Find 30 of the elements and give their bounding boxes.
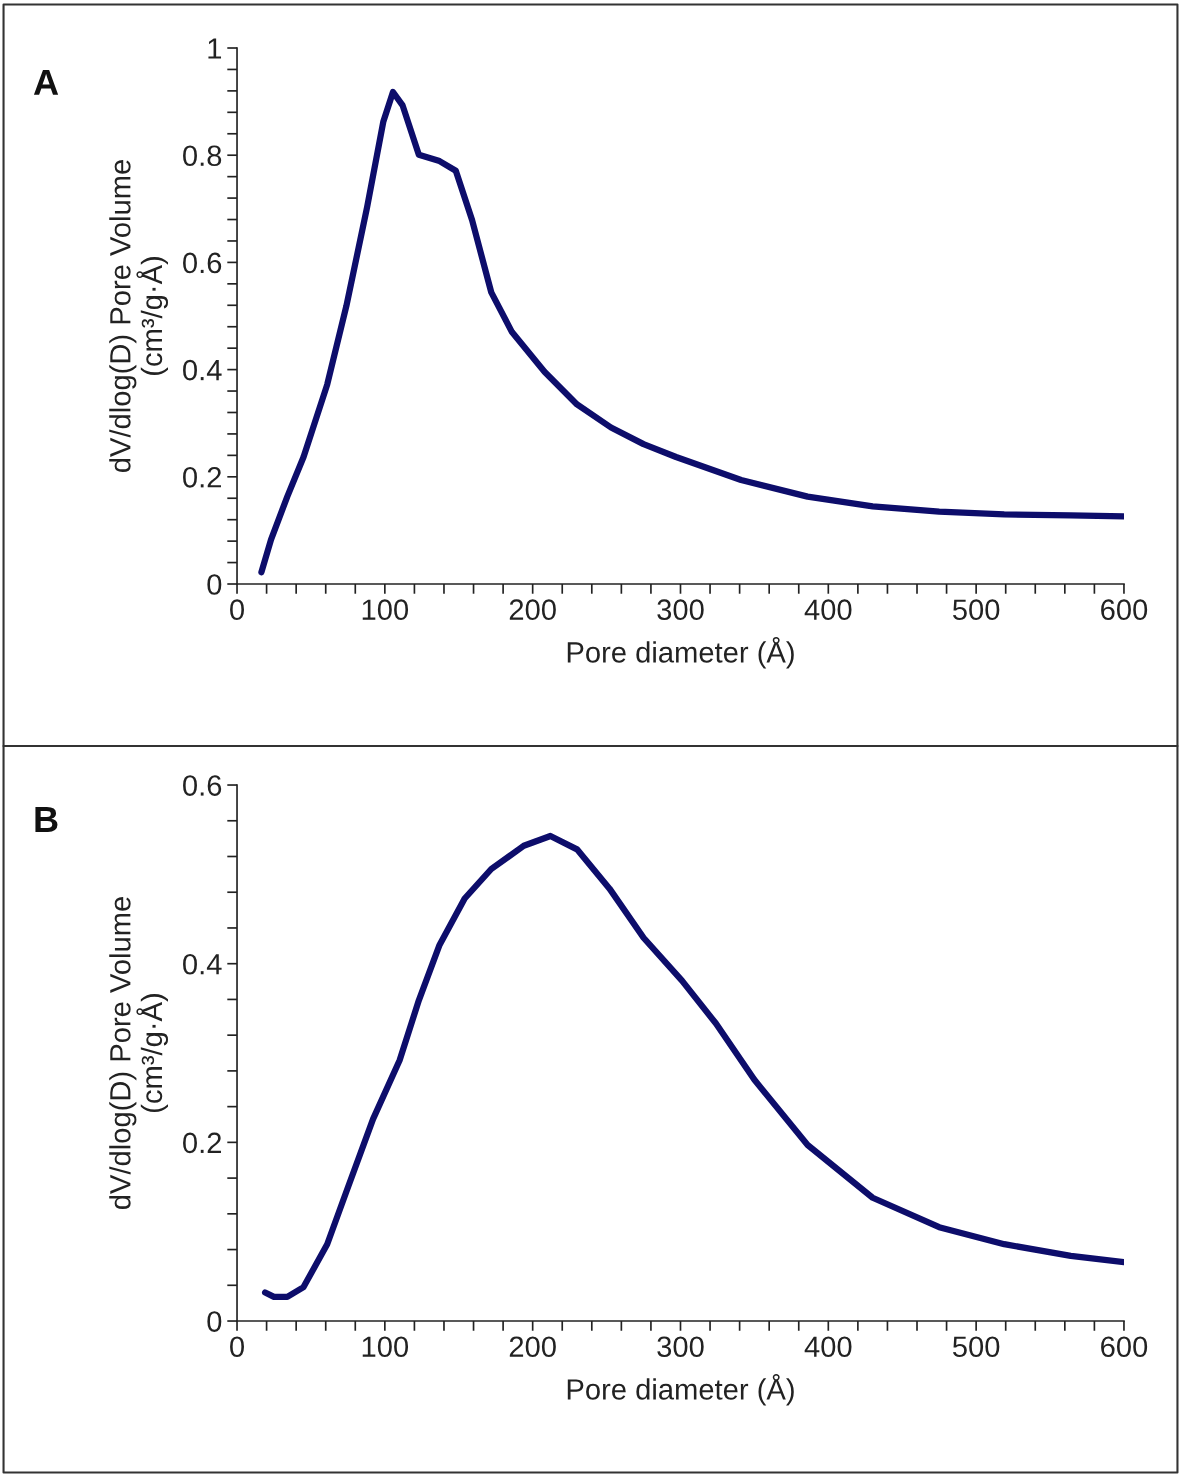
y-tick-label: 0.2	[183, 1132, 221, 1154]
x-tick-label: 500	[952, 599, 1000, 621]
y-axis-title: dV/dlog(D) Pore Volume (cm³/g·Å)	[109, 160, 169, 473]
y-tick-label: 0.6	[183, 252, 222, 274]
x-tick-label: 600	[1101, 599, 1148, 621]
x-tick-label: 600	[1101, 1336, 1148, 1358]
x-tick-label: 500	[952, 1336, 1000, 1358]
x-tick-label: 0	[230, 1336, 244, 1358]
y-tick-label: 1	[208, 38, 222, 59]
x-tick-label: 300	[657, 599, 704, 621]
y-axis-title: dV/dlog(D) Pore Volume (cm³/g·Å)	[109, 897, 169, 1210]
x-tick-label: 0	[230, 599, 244, 621]
x-tick-label: 400	[804, 599, 852, 621]
x-axis-title: Pore diameter (Å)	[567, 1373, 794, 1406]
y-tick-label: 0.6	[183, 775, 222, 796]
y-tick-label: 0.4	[183, 359, 222, 381]
x-tick-label: 300	[657, 1336, 704, 1358]
x-tick-label: 200	[509, 1336, 556, 1358]
text: A	[33, 70, 59, 95]
text: B	[35, 807, 58, 832]
y-tick-label: 0	[207, 1311, 222, 1332]
x-tick-label: 100	[362, 1336, 409, 1358]
y-tick-label: 0.8	[183, 145, 222, 167]
x-tick-label: 400	[804, 1336, 852, 1358]
y-tick-label: 0	[207, 574, 222, 595]
x-tick-label: 200	[509, 599, 556, 621]
y-tick-label: 0.2	[183, 467, 221, 488]
x-axis-title: Pore diameter (Å)	[567, 636, 794, 669]
x-tick-label: 100	[362, 599, 409, 621]
y-tick-label: 0.4	[183, 953, 222, 975]
